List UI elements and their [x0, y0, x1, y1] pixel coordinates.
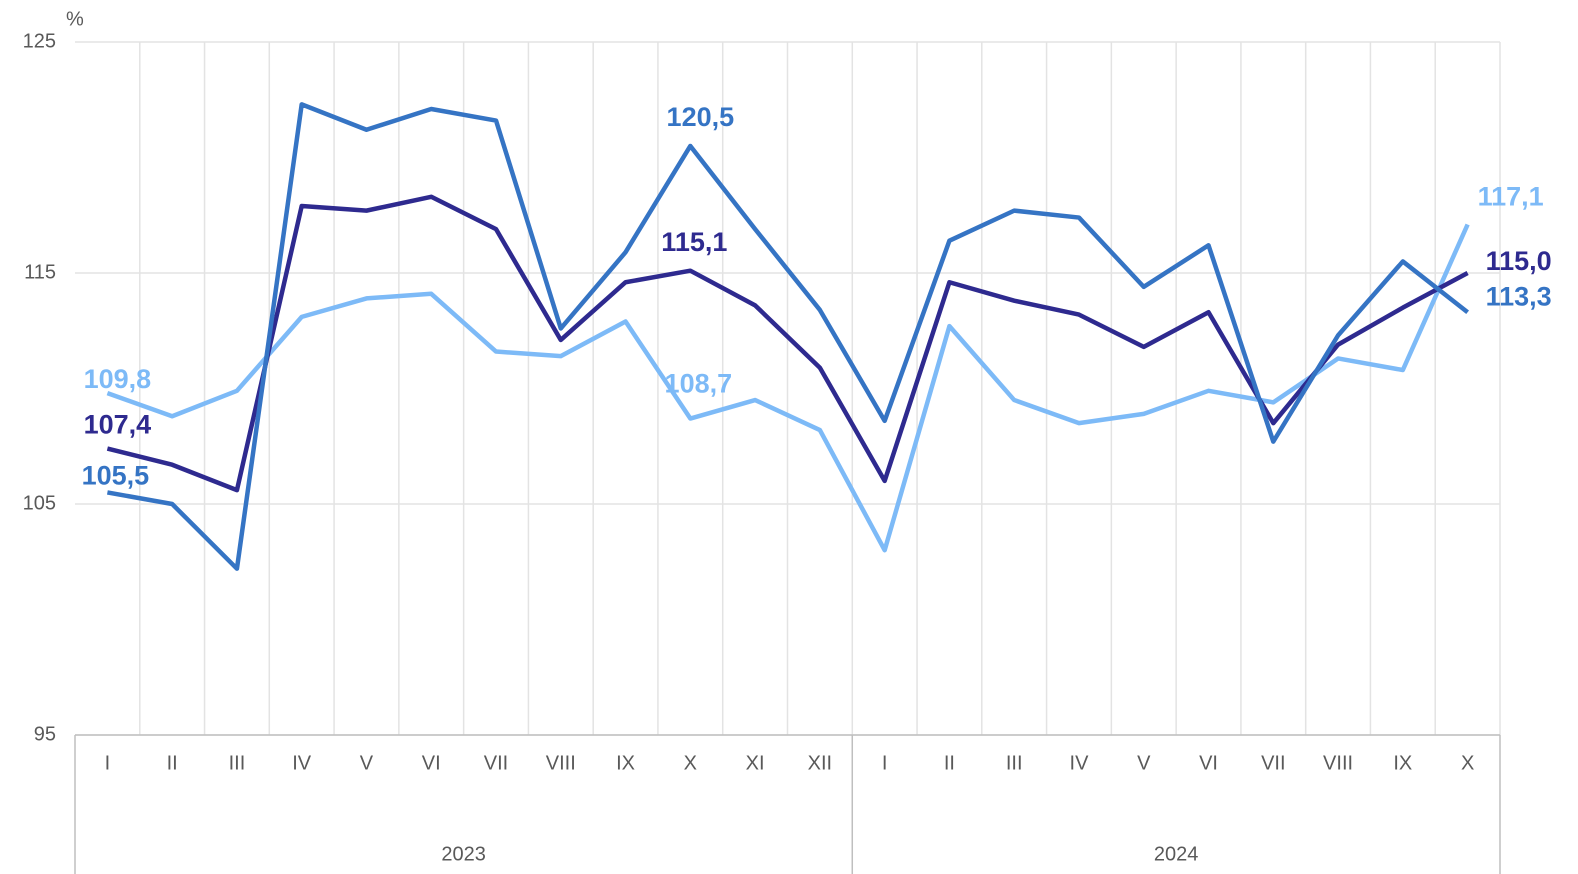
x-tick-label: I — [105, 752, 111, 774]
x-tick-label: X — [1461, 752, 1474, 774]
x-tick-label: VII — [1261, 752, 1285, 774]
x-tick-label: III — [229, 752, 246, 774]
data-label: 109,8 — [84, 364, 152, 394]
data-label: 113,3 — [1486, 281, 1552, 311]
x-tick-label: IX — [616, 752, 635, 774]
group-label: 2023 — [441, 843, 486, 865]
data-label: 117,1 — [1478, 182, 1544, 212]
group-label: 2024 — [1154, 843, 1199, 865]
y-tick-label: 125 — [23, 30, 56, 52]
x-tick-label: VIII — [1323, 752, 1353, 774]
x-tick-label: X — [684, 752, 697, 774]
x-tick-label: III — [1006, 752, 1023, 774]
x-tick-label: XI — [746, 752, 765, 774]
y-tick-label: 115 — [24, 261, 56, 283]
x-tick-label: V — [360, 752, 374, 774]
data-label: 115,0 — [1486, 246, 1552, 276]
x-tick-label: IX — [1393, 752, 1412, 774]
x-tick-label: VI — [1199, 752, 1218, 774]
x-tick-label: VI — [422, 752, 441, 774]
data-label: 115,1 — [661, 227, 727, 257]
y-tick-label: 105 — [23, 492, 56, 514]
x-tick-label: II — [944, 752, 955, 774]
x-tick-label: IV — [1070, 752, 1090, 774]
x-tick-label: II — [167, 752, 178, 774]
x-tick-label: V — [1137, 752, 1151, 774]
x-tick-label: VII — [484, 752, 508, 774]
series-line — [106, 102, 1470, 571]
data-label: 105,5 — [82, 461, 150, 491]
x-tick-label: VIII — [546, 752, 576, 774]
y-tick-label: 95 — [34, 723, 56, 745]
series-line — [106, 223, 1470, 553]
y-unit: % — [66, 8, 84, 30]
data-label: 107,4 — [84, 410, 152, 440]
series-line — [106, 194, 1469, 493]
x-tick-label: XII — [808, 752, 832, 774]
x-tick-label: IV — [292, 752, 312, 774]
data-label: 120,5 — [667, 102, 735, 132]
x-tick-label: I — [882, 752, 888, 774]
data-label: 108,7 — [665, 369, 733, 399]
